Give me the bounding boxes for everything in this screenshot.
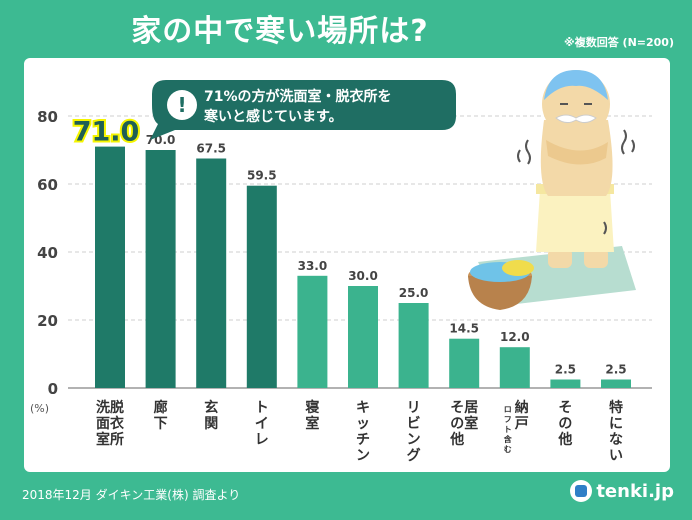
- category-label-char: ビ: [407, 416, 421, 432]
- category-label-char: 廊: [154, 399, 168, 416]
- bar: [499, 347, 530, 388]
- category-label-char: フ: [504, 415, 512, 424]
- category-label-char: グ: [407, 447, 421, 464]
- category-label-char: そ: [450, 400, 464, 416]
- bar: [449, 338, 480, 388]
- callout-line-2: 寒いと感じています。: [204, 108, 343, 125]
- category-label-char: な: [609, 432, 623, 448]
- category-label-char: い: [609, 448, 623, 464]
- category-label-char: ロ: [504, 405, 512, 414]
- category-label-char: の: [450, 416, 464, 432]
- exclamation-icon: [167, 90, 197, 120]
- source-note: 2018年12月 ダイキン工業(株) 調査より: [22, 488, 241, 502]
- category-label-char: 室: [96, 431, 110, 448]
- callout-bubble: ! 71%の方が洗面室・脱衣所を 寒いと感じています。: [150, 80, 456, 140]
- category-label-char: 特: [609, 399, 623, 416]
- category-label-char: ン: [407, 432, 421, 448]
- bar: [398, 303, 429, 388]
- category-label-char: ト: [504, 425, 512, 434]
- cold-person-illustration: [468, 70, 636, 310]
- bar: [196, 158, 227, 388]
- category-label-char: キ: [356, 400, 370, 416]
- category-label-char: 室: [464, 415, 478, 432]
- value-label: 2.5: [605, 363, 626, 377]
- category-label-char: イ: [255, 416, 269, 432]
- category-label-char: の: [558, 416, 572, 432]
- value-label: 14.5: [449, 322, 479, 336]
- bar: [145, 150, 176, 388]
- value-label: 2.5: [555, 363, 576, 377]
- page-title: 家の中で寒い場所は?: [131, 14, 429, 49]
- y-tick-label: 80: [37, 108, 58, 126]
- category-label-char: 戸: [515, 416, 529, 432]
- category-label-char: ッ: [356, 416, 370, 432]
- bar: [297, 275, 328, 388]
- value-label: 12.0: [500, 330, 530, 344]
- category-label-char: ト: [255, 400, 269, 416]
- category-label-char: む: [504, 445, 512, 454]
- bar: [246, 185, 277, 388]
- svg-text:!: !: [177, 93, 186, 117]
- sample-note: ※複数回答 (N=200): [564, 36, 674, 49]
- category-label-char: に: [609, 416, 623, 432]
- category-label-char: 居: [464, 400, 478, 416]
- category-label-char: 納: [515, 399, 529, 416]
- value-label: 67.5: [196, 142, 226, 156]
- category-label-char: 脱: [110, 399, 124, 416]
- brand-logo-text: tenki.jp: [596, 480, 674, 502]
- y-axis-unit: (%): [30, 402, 49, 415]
- value-label: 30.0: [348, 269, 378, 283]
- category-label-char: 玄: [204, 399, 218, 416]
- category-label-char: 下: [154, 416, 168, 432]
- bar: [348, 286, 378, 388]
- category-label-char: 他: [449, 431, 464, 448]
- y-tick-label: 60: [37, 176, 58, 194]
- category-label-char: 寝: [305, 399, 319, 416]
- bar: [550, 379, 581, 388]
- category-label-char: 室: [305, 415, 319, 432]
- y-tick-label: 20: [37, 312, 58, 330]
- category-label-char: レ: [255, 432, 269, 448]
- category-label-char: 面: [96, 416, 110, 432]
- callout-line-1: 71%の方が洗面室・脱衣所を: [204, 88, 392, 105]
- y-tick-label: 0: [48, 380, 58, 398]
- category-label-char: 他: [557, 431, 572, 448]
- category-label-char: リ: [407, 400, 421, 416]
- y-tick-label: 40: [37, 244, 58, 262]
- category-label-char: チ: [356, 432, 370, 448]
- category-label-char: 関: [204, 416, 218, 432]
- value-label: 33.0: [298, 259, 328, 273]
- category-label-char: そ: [558, 400, 572, 416]
- category-label-char: 衣: [110, 415, 125, 432]
- category-label-char: 含: [504, 434, 513, 444]
- brand-logo: tenki.jp: [570, 480, 674, 502]
- bar: [95, 146, 125, 388]
- value-label: 25.0: [399, 286, 429, 300]
- tenki-logo-icon: [570, 480, 593, 502]
- category-label-char: ン: [356, 448, 370, 464]
- bar: [601, 379, 631, 388]
- category-label-char: 洗: [96, 399, 110, 416]
- value-label: 59.5: [247, 169, 277, 183]
- value-label: 71.0: [73, 117, 140, 148]
- category-label-char: 所: [110, 431, 124, 448]
